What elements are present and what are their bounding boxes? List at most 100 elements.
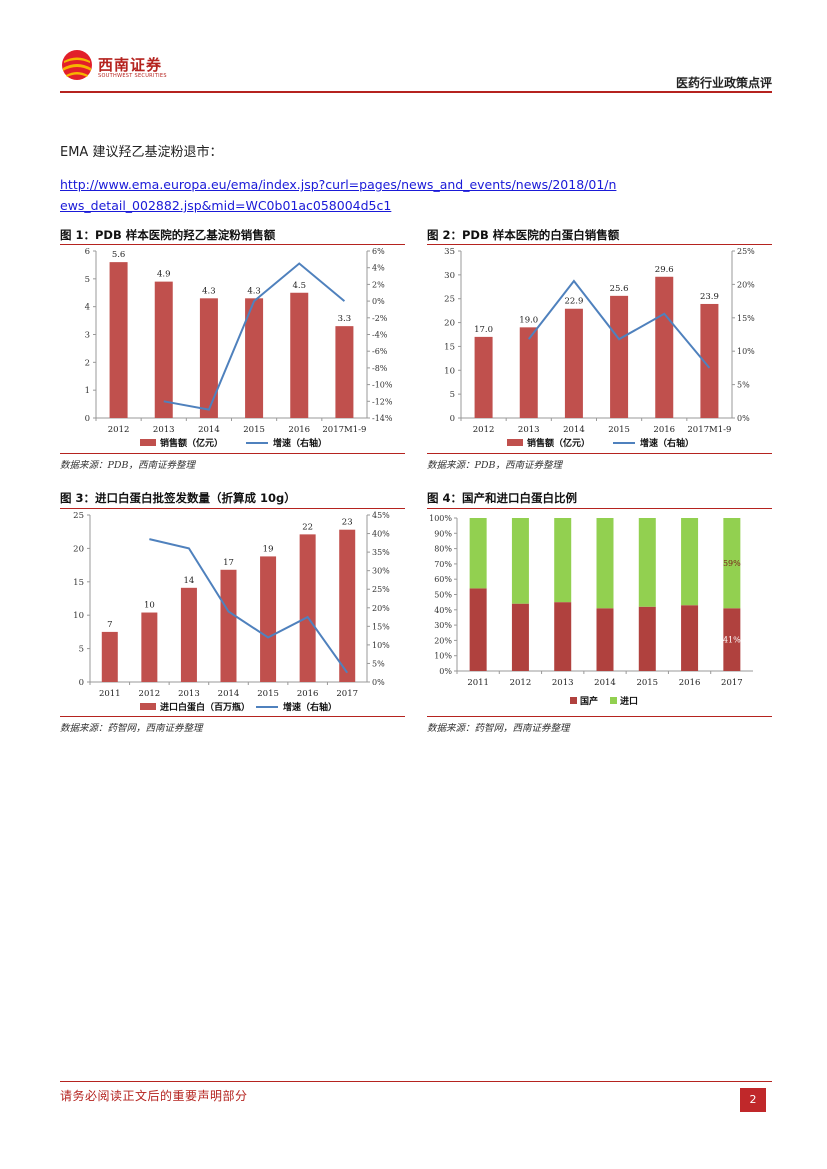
fig1-x-tick-label: 2013 bbox=[153, 425, 175, 435]
fig4-import-bar bbox=[723, 518, 741, 609]
fig1-x-tick-label: 2017M1-9 bbox=[322, 425, 366, 435]
fig4-y-tick-label: 10% bbox=[434, 652, 452, 661]
fig3-title: 图 3：进口白蛋白批签发数量（折算成 10g） bbox=[60, 491, 296, 505]
report-category-title: 医药行业政策点评 bbox=[675, 76, 772, 90]
fig1-bar bbox=[199, 298, 218, 418]
fig3-chart: 0 5 10 15 20 25 0% 5% 10% 15% 20% 25% 30% 35% 40% 45% 7 2… bbox=[60, 508, 405, 717]
fig3-bar-label: 19 bbox=[263, 544, 274, 554]
fig1-chart: 0 1 2 3 4 5 6 -14% -12% -10% -8% -6% -4% -2% 0% 2% 4% 6% 5… bbox=[60, 244, 405, 454]
fig4-y-tick-label: 50% bbox=[434, 591, 452, 600]
fig3-legend-line-label: 增速（右轴） bbox=[283, 701, 337, 713]
fig3-left-tick-label: 0 bbox=[79, 678, 84, 688]
fig3-bar-label: 22 bbox=[302, 522, 313, 532]
fig4-legend-domestic-label: 国产 bbox=[580, 695, 598, 707]
fig4-domestic-bar bbox=[469, 588, 487, 671]
fig4-x-tick-label: 2017 bbox=[721, 678, 743, 688]
fig4-x-tick-label: 2012 bbox=[510, 678, 532, 688]
fig2-right-tick-label: 20% bbox=[737, 280, 755, 289]
fig3-x-tick-label: 2011 bbox=[99, 689, 121, 699]
fig1-left-tick-label: 6 bbox=[85, 247, 90, 257]
fig2-legend-bar-label: 销售额（亿元） bbox=[527, 437, 590, 449]
fig1-right-tick-label: -2% bbox=[372, 314, 388, 323]
fig4-import-bar bbox=[681, 518, 699, 606]
company-logo: 西南证券 SOUTHWEST SECURITIES bbox=[60, 48, 180, 84]
fig1-right-tick-label: 0% bbox=[372, 297, 385, 306]
fig1-right-tick-label: -4% bbox=[372, 331, 388, 340]
fig4-import-bar bbox=[554, 518, 572, 603]
fig1-left-tick-label: 0 bbox=[85, 414, 90, 424]
fig2-x-tick-label: 2013 bbox=[518, 425, 540, 435]
fig1-left-tick-label: 1 bbox=[85, 386, 90, 396]
fig1-source: 数据来源：PDB，西南证券整理 bbox=[60, 460, 195, 471]
fig1-x-tick-label: 2014 bbox=[198, 425, 220, 435]
fig3-x-tick-label: 2016 bbox=[297, 689, 319, 699]
fig2-chart: 0 5 10 15 20 25 30 35 0% 5% 10% 15% 20% 25% 17.0 2012 19… bbox=[427, 244, 772, 454]
fig2-left-tick-label: 25 bbox=[444, 295, 455, 305]
fig3-bar bbox=[339, 529, 356, 682]
fig2-x-tick-label: 2017M1-9 bbox=[687, 425, 731, 435]
fig3-bar-label: 14 bbox=[184, 576, 195, 586]
fig2-left-tick-label: 0 bbox=[450, 414, 455, 424]
fig2-right-tick-label: 25% bbox=[737, 247, 755, 256]
fig1-right-tick-label: -6% bbox=[372, 347, 388, 356]
fig1-left-tick-label: 5 bbox=[85, 275, 90, 285]
fig3-right-tick-label: 0% bbox=[372, 678, 385, 687]
fig1-left-tick-label: 2 bbox=[85, 358, 90, 368]
logo-mark-icon bbox=[62, 50, 92, 80]
fig2-bar bbox=[700, 303, 719, 418]
fig3-bar-label: 7 bbox=[107, 620, 112, 630]
fig3-right-tick-label: 30% bbox=[372, 567, 390, 576]
header-divider bbox=[60, 91, 772, 93]
fig3-x-tick-label: 2015 bbox=[257, 689, 279, 699]
fig3-bar bbox=[180, 587, 197, 682]
fig4-y-tick-label: 90% bbox=[434, 529, 452, 538]
footer-divider bbox=[60, 1081, 772, 1082]
fig1-bar-label: 3.3 bbox=[338, 314, 352, 324]
fig2-bar bbox=[655, 276, 674, 418]
fig3-left-tick-label: 5 bbox=[79, 645, 84, 655]
fig2-bar-label: 29.6 bbox=[655, 265, 674, 275]
fig3-bar bbox=[141, 612, 158, 682]
fig4-x-tick-label: 2014 bbox=[594, 678, 616, 688]
fig3-right-tick-label: 20% bbox=[372, 604, 390, 613]
fig4-import-bar bbox=[596, 518, 614, 609]
logo-en-text: SOUTHWEST SECURITIES bbox=[98, 73, 167, 79]
fig3-x-tick-label: 2012 bbox=[139, 689, 161, 699]
fig3-bar bbox=[299, 534, 316, 682]
fig1-bar-label: 4.9 bbox=[157, 270, 171, 280]
fig1-x-tick-label: 2012 bbox=[108, 425, 130, 435]
fig2-bar bbox=[519, 327, 538, 418]
fig4-import-annotation: 59% bbox=[723, 559, 741, 568]
fig4-domestic-annotation: 41% bbox=[723, 636, 741, 645]
fig1-bar-label: 4.3 bbox=[202, 286, 216, 296]
fig3-left-tick-label: 25 bbox=[73, 511, 84, 521]
fig1-bar bbox=[290, 292, 309, 418]
fig2-bar-label: 23.9 bbox=[700, 292, 719, 302]
fig4-domestic-bar bbox=[681, 605, 699, 671]
fig2-bar-label: 19.0 bbox=[519, 315, 538, 325]
fig1-bar bbox=[109, 262, 128, 418]
fig1-legend-bar-swatch bbox=[140, 439, 156, 446]
fig1-right-tick-label: 4% bbox=[372, 264, 385, 273]
fig4-chart: 0% 10% 20% 30% 40% 50% 60% 70% 80% 90% 100% 2011 201… bbox=[427, 508, 772, 717]
fig4-domestic-bar bbox=[554, 602, 572, 671]
fig2-right-tick-label: 0% bbox=[737, 414, 750, 423]
fig1-left-tick-label: 4 bbox=[85, 303, 90, 313]
fig1-x-tick-label: 2016 bbox=[288, 425, 310, 435]
fig2-left-tick-label: 20 bbox=[444, 319, 455, 329]
fig4-legend-domestic-swatch bbox=[570, 697, 577, 704]
fig3-bar-label: 17 bbox=[223, 558, 234, 568]
fig3-bar-label: 23 bbox=[342, 518, 353, 528]
fig2-legend-bar-swatch bbox=[507, 439, 523, 446]
fig1-title: 图 1：PDB 样本医院的羟乙基淀粉销售额 bbox=[60, 228, 276, 242]
fig1-right-tick-label: -8% bbox=[372, 364, 388, 373]
fig4-y-tick-label: 0% bbox=[439, 667, 452, 676]
ema-link[interactable]: http://www.ema.europa.eu/ema/index.jsp?c… bbox=[60, 177, 617, 213]
fig1-bar-label: 4.5 bbox=[292, 281, 306, 291]
fig3-right-tick-label: 40% bbox=[372, 530, 390, 539]
page-header: 西南证券 SOUTHWEST SECURITIES 医药行业政策点评 bbox=[60, 48, 772, 92]
fig1-bar-label: 4.3 bbox=[247, 286, 261, 296]
fig4-source: 数据来源：药智网，西南证券整理 bbox=[427, 723, 570, 734]
fig3-source: 数据来源：药智网，西南证券整理 bbox=[60, 723, 203, 734]
fig3-bar bbox=[101, 631, 118, 682]
